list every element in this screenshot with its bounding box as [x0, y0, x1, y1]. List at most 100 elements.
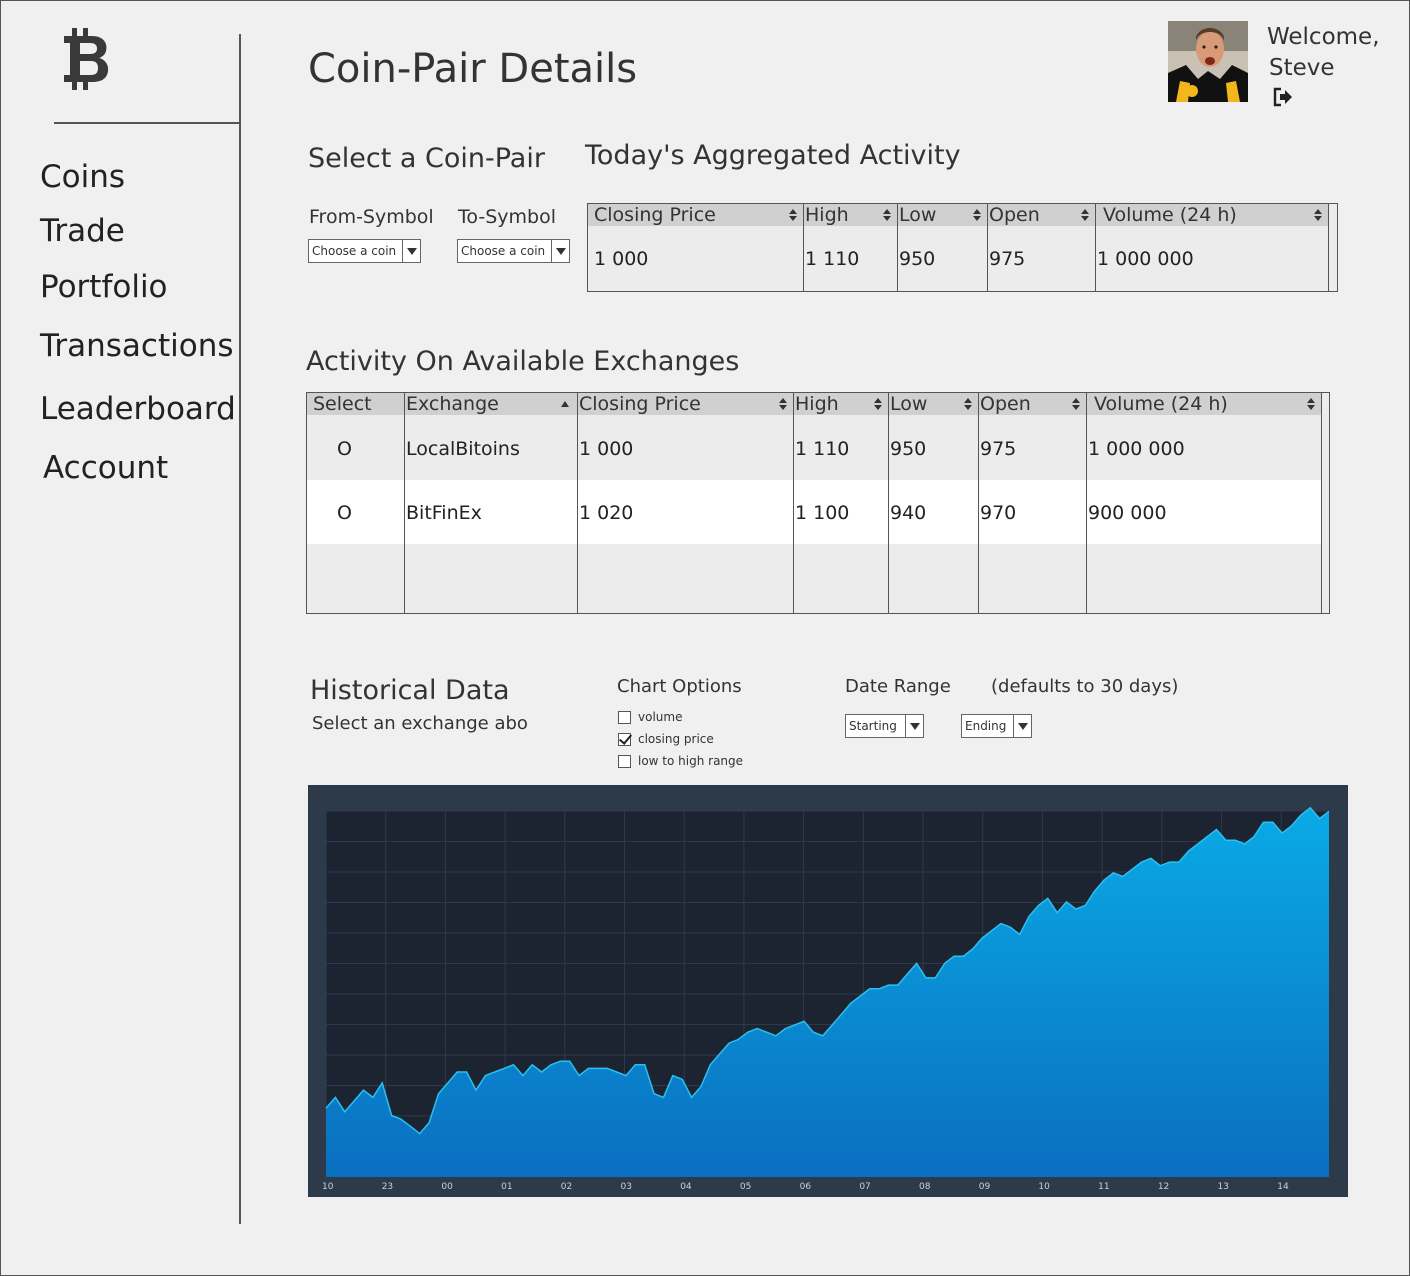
select-radio[interactable]: O — [337, 502, 352, 524]
chevron-down-icon[interactable] — [1013, 715, 1031, 737]
option-volume[interactable]: volume — [618, 710, 682, 724]
sidebar-item-transactions[interactable]: Transactions — [40, 328, 234, 364]
col-label: Volume (24 h) — [1094, 393, 1228, 415]
checkbox[interactable] — [618, 710, 631, 724]
select-radio[interactable]: O — [337, 438, 352, 460]
col-low[interactable]: Low — [897, 204, 987, 226]
chevron-down-icon[interactable] — [905, 715, 923, 737]
aggregate-table: Closing Price High Low Open Volume (24 h… — [587, 203, 1338, 292]
column-divider — [897, 204, 898, 291]
col-volume[interactable]: Volume (24 h) — [1086, 393, 1321, 415]
x-tick-label: 04 — [680, 1182, 692, 1192]
x-tick-label: 07 — [859, 1182, 870, 1192]
col-high[interactable]: High — [793, 393, 888, 415]
sidebar-item-portfolio[interactable]: Portfolio — [40, 269, 168, 305]
col-volume[interactable]: Volume (24 h) — [1095, 204, 1328, 226]
agg-closing-price: 1 000 — [594, 248, 649, 270]
col-low[interactable]: Low — [888, 393, 978, 415]
date-range-note: (defaults to 30 days) — [991, 676, 1179, 697]
end-date-dropdown[interactable]: Ending — [961, 714, 1032, 738]
chevron-down-icon[interactable] — [551, 240, 569, 262]
x-tick-label: 12 — [1158, 1182, 1169, 1192]
col-label: Exchange — [406, 393, 499, 415]
exchange-close: 1 000 — [579, 438, 634, 460]
agg-high: 1 110 — [805, 248, 860, 270]
exchange-close: 1 020 — [579, 502, 634, 524]
col-open[interactable]: Open — [987, 204, 1095, 226]
column-divider — [577, 393, 578, 613]
welcome-text: Welcome, Steve — [1267, 22, 1380, 84]
sort-icon — [964, 398, 972, 410]
sidebar-item-trade[interactable]: Trade — [40, 213, 125, 249]
col-label: High — [805, 204, 849, 226]
column-divider — [1086, 393, 1087, 613]
column-divider — [793, 393, 794, 613]
agg-volume: 1 000 000 — [1097, 248, 1194, 270]
price-chart[interactable]: 10 23 00 01 02 03 04 05 06 07 08 09 10 11 12 13 14 — [308, 785, 1348, 1197]
select-pair-title: Select a Coin-Pair — [308, 143, 545, 174]
column-divider — [803, 204, 804, 291]
col-label: Open — [989, 204, 1040, 226]
avatar[interactable] — [1168, 21, 1248, 102]
x-tick-label: 02 — [561, 1182, 572, 1192]
column-divider — [987, 204, 988, 291]
to-symbol-dropdown[interactable]: Choose a coin — [457, 239, 570, 263]
option-label: closing price — [638, 732, 714, 746]
checkbox[interactable] — [618, 754, 631, 768]
x-tick-label: 08 — [919, 1182, 931, 1192]
series-line — [325, 806, 1330, 1135]
sort-icon — [874, 398, 882, 410]
exchanges-title: Activity On Available Exchanges — [306, 346, 740, 377]
option-low-high-range[interactable]: low to high range — [618, 754, 743, 768]
x-tick-label: 06 — [800, 1182, 812, 1192]
x-tick-label: 05 — [740, 1182, 751, 1192]
exchange-open: 975 — [980, 438, 1017, 460]
col-label: High — [795, 393, 839, 415]
exchange-high: 1 100 — [795, 502, 850, 524]
col-label: Low — [899, 204, 937, 226]
col-closing-price[interactable]: Closing Price — [577, 393, 793, 415]
sidebar-item-account[interactable]: Account — [43, 450, 169, 486]
page-title: Coin-Pair Details — [308, 46, 638, 92]
option-closing-price[interactable]: closing price — [618, 732, 714, 746]
exchange-name: BitFinEx — [406, 502, 482, 524]
col-exchange[interactable]: Exchange — [404, 393, 577, 415]
date-range-label: Date Range — [845, 676, 951, 697]
exchange-low: 940 — [890, 502, 927, 524]
x-tick-label: 10 — [322, 1182, 334, 1192]
scrollbar-edge — [1321, 393, 1322, 613]
column-divider — [1095, 204, 1096, 291]
col-open[interactable]: Open — [978, 393, 1086, 415]
series-area — [326, 807, 1329, 1177]
chevron-down-icon[interactable] — [402, 240, 420, 262]
agg-open: 975 — [989, 248, 1026, 270]
sort-asc-icon — [561, 401, 569, 407]
checkbox[interactable] — [618, 732, 631, 746]
aggregate-table-header: Closing Price High Low Open Volume (24 h… — [588, 204, 1328, 226]
sort-icon — [1314, 209, 1322, 221]
col-label: Volume (24 h) — [1103, 204, 1237, 226]
bitcoin-icon[interactable] — [58, 24, 118, 94]
sort-icon — [973, 209, 981, 221]
to-symbol-value: Choose a coin — [461, 244, 546, 258]
col-select[interactable]: Select — [307, 393, 404, 415]
column-divider — [978, 393, 979, 613]
x-tick-label: 00 — [441, 1182, 453, 1192]
column-divider — [888, 393, 889, 613]
agg-low: 950 — [899, 248, 936, 270]
sidebar-item-coins[interactable]: Coins — [40, 159, 126, 195]
x-tick-label: 11 — [1098, 1182, 1109, 1192]
sidebar-border — [239, 34, 241, 1224]
aggregate-title: Today's Aggregated Activity — [585, 140, 961, 171]
exchange-low: 950 — [890, 438, 927, 460]
exchange-open: 970 — [980, 502, 1017, 524]
sidebar-item-leaderboard[interactable]: Leaderboard — [40, 391, 236, 427]
start-date-dropdown[interactable]: Starting — [845, 714, 924, 738]
from-symbol-dropdown[interactable]: Choose a coin — [308, 239, 421, 263]
sign-out-icon[interactable] — [1272, 86, 1294, 108]
col-closing-price[interactable]: Closing Price — [588, 204, 803, 226]
x-tick-label: 10 — [1038, 1182, 1050, 1192]
col-high[interactable]: High — [803, 204, 897, 226]
x-tick-label: 23 — [382, 1182, 393, 1192]
col-label: Low — [890, 393, 928, 415]
